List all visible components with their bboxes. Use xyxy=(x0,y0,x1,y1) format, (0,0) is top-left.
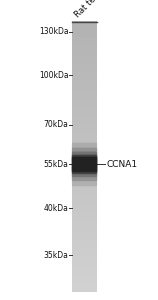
Text: 70kDa: 70kDa xyxy=(44,120,68,129)
Text: Rat testis: Rat testis xyxy=(73,0,108,20)
Text: 100kDa: 100kDa xyxy=(39,70,68,80)
FancyBboxPatch shape xyxy=(72,154,97,174)
Text: 55kDa: 55kDa xyxy=(44,160,68,169)
FancyBboxPatch shape xyxy=(72,152,97,177)
FancyBboxPatch shape xyxy=(72,148,97,181)
Text: CCNA1: CCNA1 xyxy=(107,160,138,169)
FancyBboxPatch shape xyxy=(72,142,97,186)
Text: 40kDa: 40kDa xyxy=(44,204,68,213)
Text: 130kDa: 130kDa xyxy=(39,27,68,36)
Text: 35kDa: 35kDa xyxy=(44,250,68,260)
FancyBboxPatch shape xyxy=(72,157,97,172)
